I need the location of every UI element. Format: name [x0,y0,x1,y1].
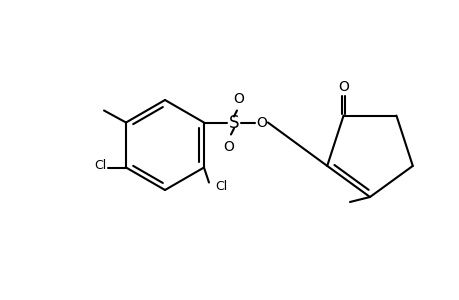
Text: O: O [337,80,348,94]
Text: S: S [228,113,239,131]
Text: Cl: Cl [94,159,106,172]
Text: O: O [233,92,244,106]
Text: O: O [223,140,234,154]
Text: Cl: Cl [214,180,227,193]
Text: O: O [256,116,267,130]
